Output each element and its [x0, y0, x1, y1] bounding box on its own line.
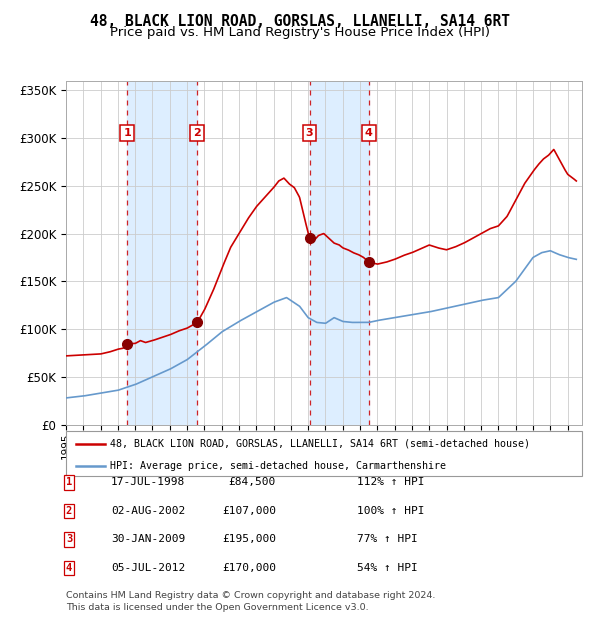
Text: 54% ↑ HPI: 54% ↑ HPI	[357, 563, 418, 573]
Text: HPI: Average price, semi-detached house, Carmarthenshire: HPI: Average price, semi-detached house,…	[110, 461, 446, 471]
Text: 48, BLACK LION ROAD, GORSLAS, LLANELLI, SA14 6RT (semi-detached house): 48, BLACK LION ROAD, GORSLAS, LLANELLI, …	[110, 438, 530, 449]
Text: £107,000: £107,000	[222, 506, 276, 516]
Text: 05-JUL-2012: 05-JUL-2012	[111, 563, 185, 573]
Text: £170,000: £170,000	[222, 563, 276, 573]
Text: 112% ↑ HPI: 112% ↑ HPI	[357, 477, 425, 487]
Text: 3: 3	[66, 534, 72, 544]
Text: 77% ↑ HPI: 77% ↑ HPI	[357, 534, 418, 544]
Text: 2: 2	[66, 506, 72, 516]
Text: Price paid vs. HM Land Registry's House Price Index (HPI): Price paid vs. HM Land Registry's House …	[110, 26, 490, 39]
Bar	[127, 81, 197, 425]
Text: 1: 1	[124, 128, 131, 138]
Text: 2: 2	[193, 128, 201, 138]
Text: 48, BLACK LION ROAD, GORSLAS, LLANELLI, SA14 6RT: 48, BLACK LION ROAD, GORSLAS, LLANELLI, …	[90, 14, 510, 29]
Bar	[310, 81, 369, 425]
Text: 17-JUL-1998: 17-JUL-1998	[111, 477, 185, 487]
Text: 4: 4	[66, 563, 72, 573]
Text: 4: 4	[365, 128, 373, 138]
Text: 02-AUG-2002: 02-AUG-2002	[111, 506, 185, 516]
Text: £84,500: £84,500	[229, 477, 276, 487]
Text: 3: 3	[306, 128, 313, 138]
Text: Contains HM Land Registry data © Crown copyright and database right 2024.: Contains HM Land Registry data © Crown c…	[66, 591, 436, 600]
Text: This data is licensed under the Open Government Licence v3.0.: This data is licensed under the Open Gov…	[66, 603, 368, 612]
Text: £195,000: £195,000	[222, 534, 276, 544]
Text: 30-JAN-2009: 30-JAN-2009	[111, 534, 185, 544]
Text: 1: 1	[66, 477, 72, 487]
Text: 100% ↑ HPI: 100% ↑ HPI	[357, 506, 425, 516]
